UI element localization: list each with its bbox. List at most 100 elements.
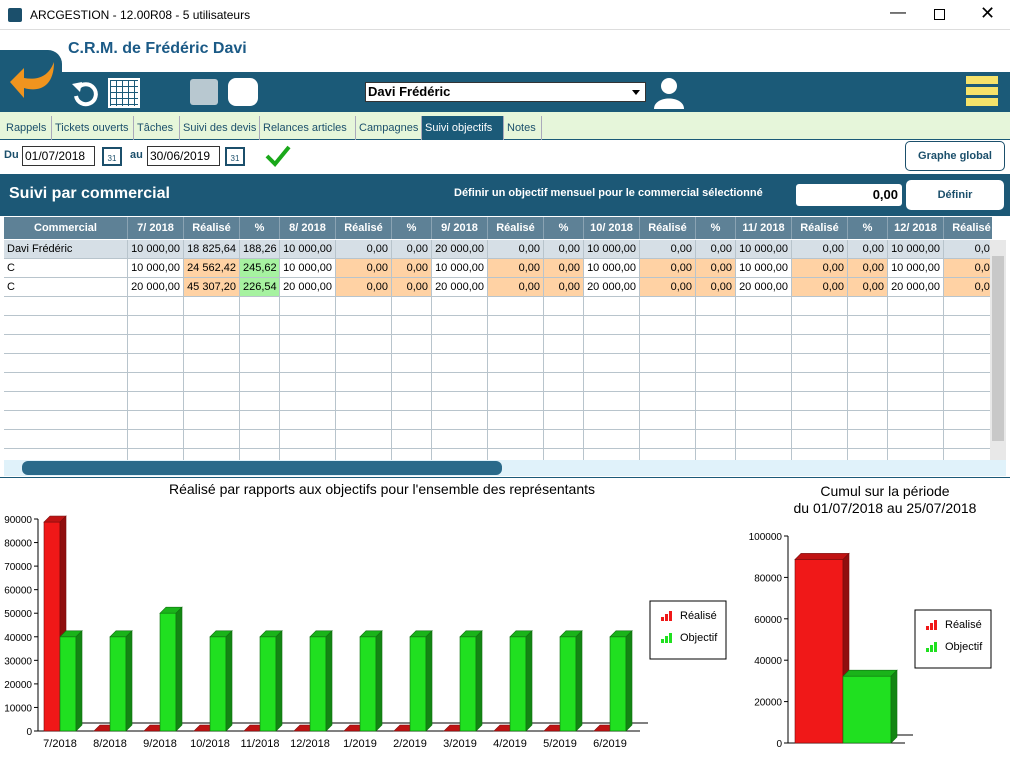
date-to[interactable]: 30/06/2019 <box>147 146 220 166</box>
table-cell[interactable]: 20 000,00 <box>432 240 488 259</box>
table-cell[interactable]: 10 000,00 <box>128 240 184 259</box>
user-select[interactable]: Davi Frédéric <box>365 82 646 102</box>
table-cell[interactable]: 10 000,00 <box>128 259 184 278</box>
tab[interactable]: Suivi objectifs <box>422 116 504 140</box>
table-cell[interactable]: 45 307,20 <box>184 278 240 297</box>
tab[interactable]: Campagnes <box>356 116 422 140</box>
column-header[interactable]: 12/ 2018 <box>888 217 944 239</box>
column-header[interactable]: % <box>696 217 736 239</box>
table-cell[interactable]: 245,62 <box>240 259 280 278</box>
table-cell[interactable]: 0,00 <box>392 240 432 259</box>
column-header[interactable]: % <box>848 217 888 239</box>
column-header[interactable]: % <box>392 217 432 239</box>
table-cell[interactable]: C <box>4 259 128 278</box>
table-cell[interactable]: 0,00 <box>640 240 696 259</box>
table-cell[interactable]: 10 000,00 <box>736 240 792 259</box>
column-header[interactable]: Réalisé <box>640 217 696 239</box>
table-cell[interactable]: 18 825,64 <box>184 240 240 259</box>
chat-button[interactable] <box>228 78 258 106</box>
table-cell[interactable]: 20 000,00 <box>432 278 488 297</box>
tab[interactable]: Suivi des devis <box>180 116 260 140</box>
scroll-thumb[interactable] <box>992 256 1004 441</box>
validate-button[interactable] <box>265 144 291 168</box>
close[interactable]: ✕ <box>980 3 996 23</box>
minimize[interactable]: — <box>890 4 906 21</box>
table-cell[interactable]: 0,00 <box>336 278 392 297</box>
tab[interactable]: Notes <box>504 116 542 140</box>
table-cell[interactable]: 0,00 <box>488 240 544 259</box>
column-header[interactable]: Réalisé <box>488 217 544 239</box>
table-cell[interactable]: 188,26 <box>240 240 280 259</box>
back-button[interactable] <box>8 58 58 102</box>
calendar-button[interactable] <box>108 78 140 108</box>
table-cell[interactable]: 24 562,42 <box>184 259 240 278</box>
column-header[interactable]: Réalisé <box>336 217 392 239</box>
table-cell[interactable]: 0,00 <box>392 278 432 297</box>
maximize[interactable] <box>934 9 945 20</box>
column-header[interactable]: Commercial <box>4 217 128 239</box>
calendar-icon[interactable]: 31 <box>102 147 122 166</box>
table-cell[interactable]: 0,00 <box>696 240 736 259</box>
menu-button[interactable] <box>966 76 998 108</box>
table-cell[interactable]: 0,00 <box>792 278 848 297</box>
table-cell[interactable]: 0,00 <box>392 259 432 278</box>
tab[interactable]: Tickets ouverts <box>52 116 134 140</box>
table-cell[interactable]: 0,00 <box>544 278 584 297</box>
table-cell[interactable]: C <box>4 278 128 297</box>
tab[interactable]: Relances articles <box>260 116 356 140</box>
tab[interactable]: Tâches <box>134 116 180 140</box>
column-header[interactable]: 8/ 2018 <box>280 217 336 239</box>
table-cell[interactable]: 0,00 <box>848 240 888 259</box>
table-cell[interactable]: 20 000,00 <box>888 278 944 297</box>
table-cell[interactable]: 10 000,00 <box>280 259 336 278</box>
refresh-button[interactable] <box>70 78 100 108</box>
table-cell[interactable]: 0,00 <box>336 240 392 259</box>
table-cell[interactable]: 20 000,00 <box>280 278 336 297</box>
table-cell[interactable]: 10 000,00 <box>736 259 792 278</box>
tab[interactable]: Rappels <box>3 116 52 140</box>
column-header[interactable]: 9/ 2018 <box>432 217 488 239</box>
user-icon[interactable] <box>652 75 686 109</box>
table-cell[interactable]: 20 000,00 <box>736 278 792 297</box>
column-header[interactable]: Réalisé <box>184 217 240 239</box>
table-cell[interactable]: 10 000,00 <box>432 259 488 278</box>
column-header[interactable]: 10/ 2018 <box>584 217 640 239</box>
table-cell[interactable]: Davi Frédéric <box>4 240 128 259</box>
table-cell[interactable]: 0,00 <box>696 278 736 297</box>
table-cell[interactable]: 0,00 <box>640 259 696 278</box>
table-cell[interactable]: 0,00 <box>944 259 992 278</box>
table-cell[interactable]: 10 000,00 <box>280 240 336 259</box>
table-cell[interactable]: 0,00 <box>488 259 544 278</box>
table-cell[interactable]: 0,00 <box>336 259 392 278</box>
table-cell[interactable]: 0,00 <box>792 259 848 278</box>
column-header[interactable]: Réalisé <box>944 217 992 239</box>
table-cell[interactable]: 0,00 <box>848 278 888 297</box>
objective-input[interactable]: 0,00 <box>796 184 902 206</box>
column-header[interactable]: % <box>240 217 280 239</box>
date-from[interactable]: 01/07/2018 <box>22 146 95 166</box>
table-cell[interactable]: 20 000,00 <box>128 278 184 297</box>
define-button[interactable]: Définir <box>906 180 1004 210</box>
table-cell[interactable]: 0,00 <box>944 240 992 259</box>
table-cell[interactable]: 0,00 <box>640 278 696 297</box>
search-button[interactable] <box>190 79 218 105</box>
scroll-thumb[interactable] <box>22 461 502 475</box>
table-cell[interactable]: 10 000,00 <box>888 259 944 278</box>
table-cell[interactable]: 0,00 <box>544 259 584 278</box>
table-cell[interactable]: 0,00 <box>792 240 848 259</box>
table-cell[interactable]: 0,00 <box>488 278 544 297</box>
table-cell[interactable]: 226,54 <box>240 278 280 297</box>
column-header[interactable]: % <box>544 217 584 239</box>
table-cell[interactable]: 0,00 <box>848 259 888 278</box>
table-cell[interactable]: 20 000,00 <box>584 278 640 297</box>
column-header[interactable]: 11/ 2018 <box>736 217 792 239</box>
calendar-icon[interactable]: 31 <box>225 147 245 166</box>
table-cell[interactable]: 0,00 <box>944 278 992 297</box>
global-graph-button[interactable]: Graphe global <box>905 141 1005 171</box>
table-cell[interactable]: 10 000,00 <box>584 259 640 278</box>
column-header[interactable]: 7/ 2018 <box>128 217 184 239</box>
table-cell[interactable]: 10 000,00 <box>888 240 944 259</box>
table-cell[interactable]: 0,00 <box>544 240 584 259</box>
column-header[interactable]: Réalisé <box>792 217 848 239</box>
table-cell[interactable]: 0,00 <box>696 259 736 278</box>
